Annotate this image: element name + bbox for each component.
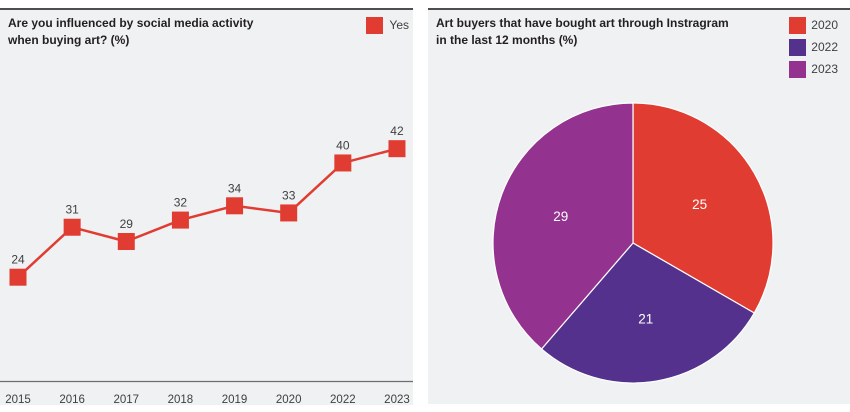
- pie-chart-title: Art buyers that have bought art through …: [436, 16, 729, 48]
- x-axis-tick-label: 2022: [330, 394, 356, 405]
- data-point-marker: [226, 197, 244, 215]
- data-point-label: 24: [11, 253, 25, 267]
- data-point-label: 34: [228, 181, 242, 195]
- pie-slice-2023: [492, 102, 634, 350]
- x-axis-tick-label: 2015: [5, 394, 31, 405]
- pie-slice-2020: [632, 102, 774, 314]
- data-point-marker: [280, 204, 298, 222]
- x-axis-tick-label: 2017: [113, 394, 139, 405]
- pie-chart-panel: Art buyers that have bought art through …: [428, 8, 850, 404]
- x-axis-tick-label: 2019: [222, 394, 248, 405]
- data-point-label: 42: [390, 124, 404, 138]
- pie-slice-2022: [540, 242, 755, 384]
- line-chart: 24 2015 31 2016 29 2017 32 2018 34 2019 33 2020 40 20…: [0, 124, 413, 405]
- legend-label-2020: 2020: [811, 18, 838, 32]
- legend-swatch-2022: [789, 39, 807, 56]
- legend-swatch-2023: [789, 61, 807, 78]
- x-axis-tick-label: 2018: [168, 394, 194, 405]
- x-axis-tick-label: 2023: [384, 394, 410, 405]
- pie-slice-label: 25: [692, 197, 707, 212]
- data-point-label: 40: [336, 138, 350, 152]
- legend-swatch-yes: [366, 17, 384, 34]
- legend-item-2023: 2023: [789, 61, 838, 78]
- data-point-marker: [117, 233, 135, 250]
- line-chart-legend: Yes: [366, 17, 409, 34]
- legend-label-2022: 2022: [811, 40, 838, 54]
- data-point-marker: [63, 218, 81, 236]
- x-axis-tick-label: 2020: [276, 394, 302, 405]
- legend-label-yes: Yes: [389, 18, 409, 32]
- data-point-marker: [334, 154, 352, 172]
- x-axis-tick-label: 2016: [59, 394, 85, 405]
- data-point-label: 33: [282, 188, 296, 202]
- line-series-yes: [17, 147, 398, 279]
- data-point-marker: [9, 268, 27, 286]
- data-point-label: 31: [65, 203, 79, 217]
- legend-swatch-2020: [789, 17, 807, 34]
- pie-chart: 25 21 29: [492, 102, 774, 384]
- line-chart-panel: Are you influenced by social media activ…: [0, 8, 413, 405]
- legend-label-2023: 2023: [811, 62, 838, 76]
- data-point-marker: [388, 140, 406, 158]
- data-point-marker: [171, 211, 189, 229]
- data-point-label: 29: [120, 217, 134, 231]
- data-point-label: 32: [174, 196, 188, 210]
- line-chart-title: Are you influenced by social media activ…: [8, 16, 254, 48]
- pie-chart-legend: 2020 2022 2023: [789, 17, 838, 78]
- legend-item-2020: 2020: [789, 17, 838, 34]
- pie-slice-label: 29: [553, 209, 568, 224]
- legend-item-2022: 2022: [789, 39, 838, 56]
- pie-slice-label: 21: [638, 312, 653, 327]
